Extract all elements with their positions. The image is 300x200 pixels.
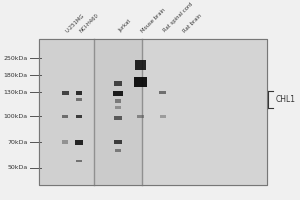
Bar bbox=[76, 98, 82, 101]
Text: 50kDa: 50kDa bbox=[7, 165, 28, 170]
Text: Mouse brain: Mouse brain bbox=[140, 7, 167, 33]
Bar bbox=[135, 60, 146, 70]
Bar bbox=[142, 39, 267, 185]
Text: 100kDa: 100kDa bbox=[3, 114, 28, 119]
Bar bbox=[115, 99, 121, 103]
Text: 180kDa: 180kDa bbox=[3, 73, 28, 78]
Bar bbox=[75, 140, 83, 145]
Text: Jurkat: Jurkat bbox=[118, 19, 133, 33]
Bar bbox=[76, 160, 82, 162]
Bar bbox=[114, 116, 122, 120]
Bar bbox=[160, 115, 166, 118]
Bar bbox=[76, 91, 82, 95]
Bar bbox=[94, 39, 142, 185]
Bar bbox=[61, 91, 69, 95]
Text: U-251MG: U-251MG bbox=[65, 13, 86, 33]
Bar bbox=[115, 106, 121, 109]
Text: 130kDa: 130kDa bbox=[3, 90, 28, 95]
Text: Rat brain: Rat brain bbox=[182, 13, 203, 33]
Bar bbox=[114, 140, 122, 144]
Bar bbox=[137, 115, 144, 118]
Text: NCI-H460: NCI-H460 bbox=[79, 12, 100, 33]
Bar bbox=[113, 91, 123, 96]
Text: Rat spinal cord: Rat spinal cord bbox=[163, 2, 194, 33]
Bar bbox=[134, 77, 147, 87]
Text: 70kDa: 70kDa bbox=[7, 140, 28, 145]
Text: CHL1: CHL1 bbox=[275, 95, 296, 104]
Bar bbox=[76, 115, 82, 118]
Bar bbox=[39, 39, 267, 185]
Bar bbox=[115, 149, 121, 152]
Bar bbox=[39, 39, 94, 185]
Bar bbox=[39, 39, 267, 185]
Bar bbox=[62, 140, 68, 144]
Text: 250kDa: 250kDa bbox=[3, 56, 28, 61]
Bar bbox=[159, 91, 166, 94]
Bar bbox=[62, 115, 68, 118]
Bar bbox=[114, 81, 122, 86]
